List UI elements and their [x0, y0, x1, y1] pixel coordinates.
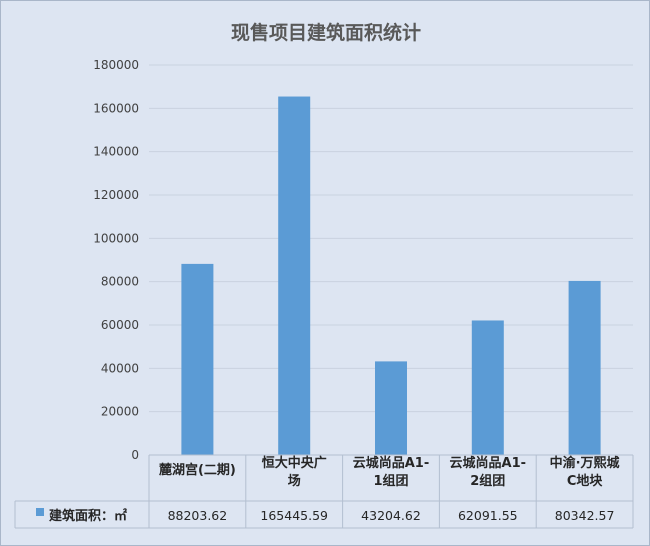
data-label: 80342.57 — [555, 508, 615, 523]
y-tick-label: 20000 — [101, 405, 139, 419]
x-tick-label: 场 — [288, 474, 301, 489]
gridlines — [149, 64, 633, 413]
x-tick-label: 云城尚品A1- — [353, 455, 430, 471]
y-tick-label: 40000 — [101, 361, 139, 375]
bar — [471, 320, 504, 455]
x-tick-label: 麓湖宫(二期) — [158, 462, 236, 478]
legend-label: 建筑面积：㎡ — [49, 508, 127, 524]
y-tick-label: 180000 — [93, 58, 139, 72]
y-tick-label: 120000 — [93, 188, 139, 202]
y-tick-label: 100000 — [93, 231, 139, 245]
bar — [375, 361, 407, 455]
x-tick-label: 中渝·万熙城 — [550, 455, 620, 471]
x-tick-label: C地块 — [567, 473, 604, 489]
y-axis-ticks: 0 20000 40000 60000 80000 100000 120000 140000 1… — [93, 58, 139, 462]
x-tick-label: 恒大中央广 — [262, 455, 327, 471]
y-tick-label: 140000 — [93, 145, 139, 159]
legend-key — [36, 508, 44, 516]
data-label: 43204.62 — [361, 508, 421, 523]
y-tick-label: 60000 — [101, 318, 139, 332]
bar — [568, 280, 601, 455]
bar — [278, 96, 311, 456]
x-tick-label: 2组团 — [470, 473, 505, 489]
x-tick-label: 1组团 — [373, 473, 408, 489]
y-tick-label: 80000 — [101, 275, 139, 289]
bars — [181, 96, 601, 456]
data-label: 88203.62 — [168, 508, 228, 523]
y-tick-label: 160000 — [93, 101, 139, 115]
data-label: 62091.55 — [458, 508, 518, 523]
data-label: 165445.59 — [260, 508, 328, 523]
bar — [181, 263, 214, 455]
x-tick-label: 云城尚品A1- — [450, 455, 527, 471]
y-tick-label: 0 — [131, 448, 139, 462]
chart-title: 现售项目建筑面积统计 — [231, 21, 421, 44]
